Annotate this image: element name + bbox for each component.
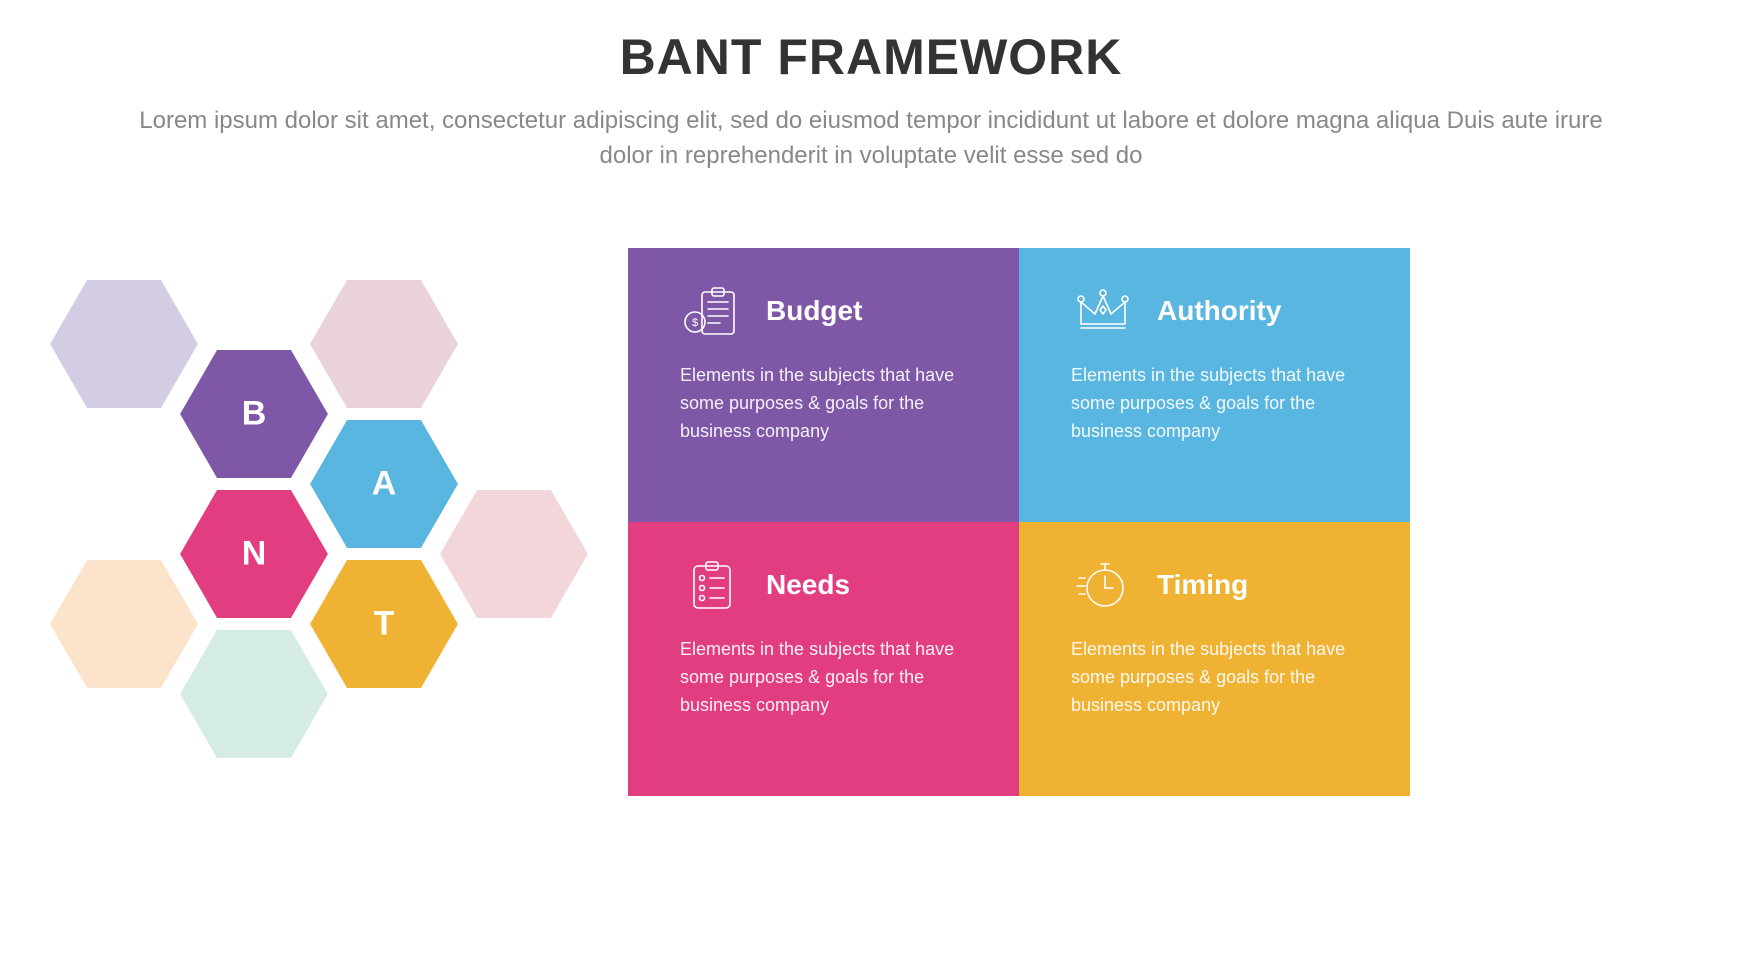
cell-title: Authority <box>1157 295 1281 327</box>
svg-text:$: $ <box>692 317 698 329</box>
hex-deco-bl <box>50 560 198 688</box>
page-title: BANT FRAMEWORK <box>0 28 1742 86</box>
quad-cell-authority: Authority Elements in the subjects that h… <box>1019 248 1410 522</box>
page-subtitle: Lorem ipsum dolor sit amet, consectetur … <box>121 104 1621 174</box>
cell-head: Authority <box>1071 282 1380 340</box>
hex-deco-b <box>180 630 328 758</box>
cell-body: Elements in the subjects that have some … <box>1071 362 1371 446</box>
hex-label-B: B <box>242 395 267 434</box>
hex-label-T: T <box>374 605 395 644</box>
cell-title: Needs <box>766 569 850 601</box>
infographic-page: BANT FRAMEWORK Lorem ipsum dolor sit ame… <box>0 0 1742 980</box>
cell-body: Elements in the subjects that have some … <box>680 636 980 720</box>
cell-title: Timing <box>1157 569 1248 601</box>
budget-icon: $ <box>680 282 744 340</box>
cell-body: Elements in the subjects that have some … <box>1071 636 1371 720</box>
crown-icon <box>1071 282 1135 340</box>
quad-cell-needs: Needs Elements in the subjects that have … <box>628 522 1019 796</box>
cell-title: Budget <box>766 295 862 327</box>
stopwatch-icon <box>1071 556 1135 614</box>
hex-deco-tr <box>310 280 458 408</box>
cell-head: $ Budget <box>680 282 989 340</box>
header: BANT FRAMEWORK Lorem ipsum dolor sit ame… <box>0 28 1742 174</box>
hex-T: T <box>310 560 458 688</box>
cell-head: Needs <box>680 556 989 614</box>
checklist-icon <box>680 556 744 614</box>
quad-cell-budget: $ Budget Elements in the subjects that hav… <box>628 248 1019 522</box>
quad-cell-timing: Timing Elements in the subjects that have… <box>1019 522 1410 796</box>
honeycomb-cluster: B N A T <box>30 250 600 850</box>
hex-deco-tl <box>50 280 198 408</box>
cell-body: Elements in the subjects that have some … <box>680 362 980 446</box>
hex-deco-r <box>440 490 588 618</box>
hex-label-A: A <box>372 465 397 504</box>
hex-N: N <box>180 490 328 618</box>
cell-head: Timing <box>1071 556 1380 614</box>
hex-label-N: N <box>242 535 267 574</box>
hex-B: B <box>180 350 328 478</box>
quad-grid: $ Budget Elements in the subjects that hav… <box>628 248 1410 796</box>
hex-A: A <box>310 420 458 548</box>
